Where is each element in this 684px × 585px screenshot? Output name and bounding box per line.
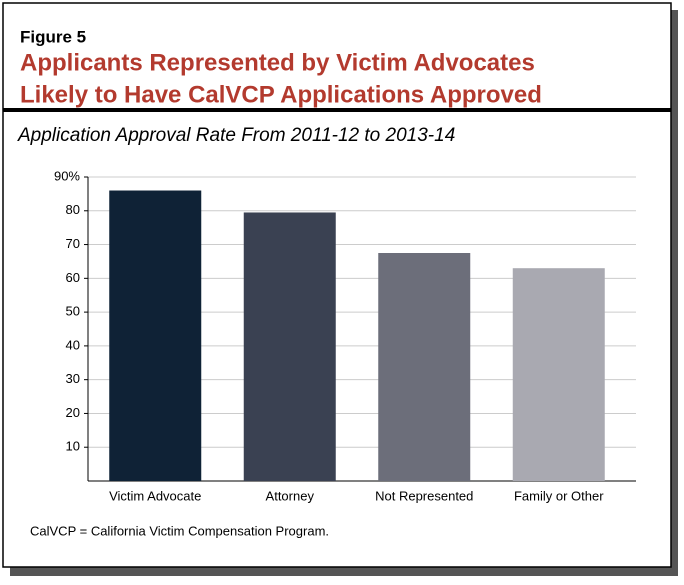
y-tick-label: 60 bbox=[66, 270, 80, 285]
note: CalVCP = California Victim Compensation … bbox=[30, 523, 329, 538]
y-tick-label: 90% bbox=[54, 168, 80, 183]
bar bbox=[243, 212, 336, 481]
header-rule bbox=[3, 108, 671, 112]
x-tick-label: Victim Advocate bbox=[109, 488, 201, 503]
y-tick-label: 10 bbox=[66, 439, 80, 454]
chart-subtitle: Application Approval Rate From 2011-12 t… bbox=[17, 125, 455, 146]
figure-label: Figure 5 bbox=[20, 27, 86, 46]
bar bbox=[512, 268, 605, 481]
y-tick-label: 50 bbox=[66, 304, 80, 319]
y-tick-label: 20 bbox=[66, 405, 80, 420]
chart-title: Applicants Represented by Victim Advocat… bbox=[20, 49, 535, 76]
x-tick-label: Not Represented bbox=[375, 488, 473, 503]
x-tick-label: Family or Other bbox=[514, 488, 604, 503]
bar bbox=[378, 253, 471, 481]
x-tick-label: Attorney bbox=[266, 488, 315, 503]
y-tick-label: 70 bbox=[66, 236, 80, 251]
y-tick-label: 80 bbox=[66, 202, 80, 217]
chart-title: Likely to Have CalVCP Applications Appro… bbox=[20, 81, 542, 108]
bar bbox=[109, 190, 202, 481]
y-tick-label: 30 bbox=[66, 371, 80, 386]
y-tick-label: 40 bbox=[66, 337, 80, 352]
